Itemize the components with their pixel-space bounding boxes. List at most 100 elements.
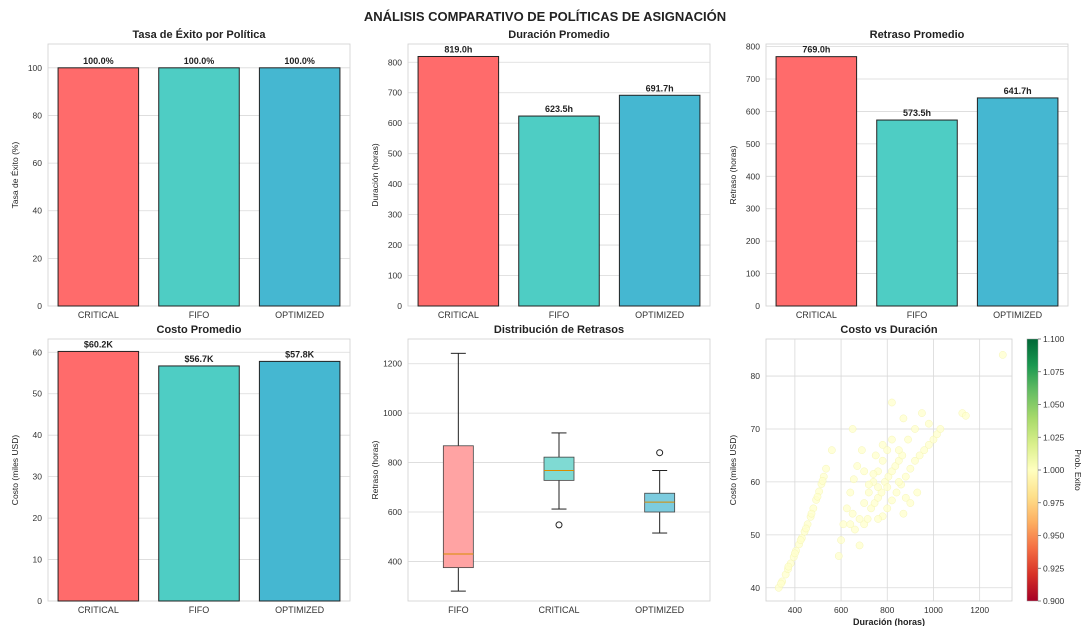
scatter-point [877, 488, 886, 497]
x-tick-label: FIFO [189, 310, 210, 320]
x-tick-label: 800 [880, 605, 894, 615]
x-tick-label: 1200 [970, 605, 989, 615]
scatter-point [883, 504, 892, 513]
scatter-point [895, 478, 903, 486]
y-tick-label: 20 [33, 513, 43, 523]
bar-value-label: 100.0% [184, 56, 215, 66]
y-tick-label: 60 [33, 347, 43, 357]
scatter-point [848, 425, 857, 433]
scatter-point [878, 441, 887, 449]
y-axis-label: Tasa de Éxito (%) [10, 142, 20, 209]
scatter-point [906, 499, 915, 507]
y-tick-label: 30 [33, 472, 43, 482]
box-plot: 400 600 800 1000 1200 FIFO CRITICAL OPTIMIZED Di… [370, 324, 711, 615]
outlier [656, 449, 664, 457]
bar-value-label: 769.0h [802, 45, 830, 55]
y-tick-label: 40 [33, 206, 43, 216]
y-tick-label: 0 [397, 301, 402, 311]
scatter-point [883, 446, 892, 454]
scatter-point [911, 425, 919, 433]
bar-chart-2: 0 100 200 300 400 500 600 700 800 819.0h CRITICAL 6… [370, 29, 711, 320]
scatter-point [853, 462, 862, 470]
scatter-point [936, 425, 945, 433]
scatter-point [807, 509, 816, 518]
scatter-point [899, 509, 908, 518]
bar-chart-3: 0 100 200 300 400 500 600 700 800 769.0h CRITICAL 5… [728, 29, 1069, 320]
scatter-point [918, 409, 926, 417]
colorbar-tick-label: 1.000 [1043, 465, 1065, 475]
scatter-point [867, 504, 875, 513]
scatter-point [848, 509, 857, 518]
scatter-point [860, 467, 868, 476]
y-tick-label: 200 [746, 236, 760, 246]
bar-value-label: 819.0h [444, 44, 472, 54]
x-tick-label: OPTIMIZED [275, 310, 324, 320]
y-tick-label: 50 [33, 389, 43, 399]
y-tick-label: 100 [388, 271, 402, 281]
scatter-point [791, 549, 799, 558]
colorbar-tick-label: 1.075 [1043, 367, 1065, 377]
x-tick-label: FIFO [907, 310, 928, 320]
scatter-point [888, 496, 896, 505]
bar-value-label: 573.5h [903, 108, 931, 118]
scatter-point [863, 515, 872, 523]
y-tick-label: 10 [33, 555, 43, 565]
bar-chart-1: 0 20 40 60 80 100 100.0% CRITICAL 100.0% FIFO 100.… [10, 28, 351, 320]
scatter-point [906, 464, 915, 473]
y-tick-label: 700 [746, 74, 760, 84]
scatter-point [904, 435, 912, 444]
bar [775, 56, 858, 307]
scatter-point [849, 475, 858, 484]
scatter-point [864, 480, 873, 489]
scatter-point [898, 451, 907, 460]
y-tick-label: 400 [388, 556, 402, 566]
scatter-point [895, 456, 903, 465]
scatter-point [884, 472, 893, 481]
scatter-point [888, 398, 896, 407]
y-tick-label: 800 [746, 42, 760, 52]
y-tick-label: 1200 [383, 359, 402, 369]
scatter-point [874, 493, 882, 502]
y-tick-label: 800 [388, 57, 402, 67]
y-tick-label: 100 [28, 63, 42, 73]
y-axis-label: Retraso (horas) [370, 440, 380, 499]
x-tick-label: FIFO [189, 605, 210, 615]
y-tick-label: 500 [388, 149, 402, 159]
y-tick-label: 0 [755, 301, 760, 311]
scatter-point [777, 579, 785, 588]
bar-value-label: 691.7h [646, 83, 674, 93]
scatter-point [874, 515, 882, 523]
scatter-point [846, 520, 855, 529]
bar-value-label: $57.8K [285, 349, 315, 359]
bar-value-label: 100.0% [83, 56, 114, 66]
scatter-point [855, 541, 864, 550]
x-tick-label: FIFO [549, 310, 570, 320]
scatter-point [892, 488, 901, 497]
scatter-point [818, 477, 827, 485]
colorbar-tick-label: 1.050 [1043, 400, 1065, 410]
chart-title: Retraso Promedio [870, 29, 965, 41]
x-tick-label: OPTIMIZED [993, 310, 1042, 320]
y-tick-label: 300 [388, 210, 402, 220]
y-tick-label: 50 [751, 530, 761, 540]
y-tick-label: 400 [746, 171, 760, 181]
x-tick-label: CRITICAL [538, 605, 579, 615]
bar [876, 119, 958, 307]
x-tick-label: OPTIMIZED [635, 605, 684, 615]
x-tick-label: CRITICAL [78, 605, 119, 615]
chart-title: Distribución de Retrasos [494, 324, 624, 336]
scatter-point [874, 483, 882, 492]
scatter-point [899, 414, 908, 423]
scatter-point [883, 483, 892, 492]
bar [518, 115, 600, 307]
scatter-point [858, 446, 866, 454]
x-tick-label: CRITICAL [78, 310, 119, 320]
scatter-point [911, 456, 919, 465]
scatter-point [796, 536, 805, 544]
y-tick-label: 800 [388, 458, 402, 468]
y-axis-label: Costo (miles USD) [10, 435, 20, 506]
scatter-plot: 400 600 800 1000 1200 40 50 60 70 80 Costo vs Dura… [728, 324, 1081, 626]
scatter-point [929, 435, 938, 444]
chart-title: Costo Promedio [157, 324, 242, 336]
y-tick-label: 70 [751, 424, 761, 434]
